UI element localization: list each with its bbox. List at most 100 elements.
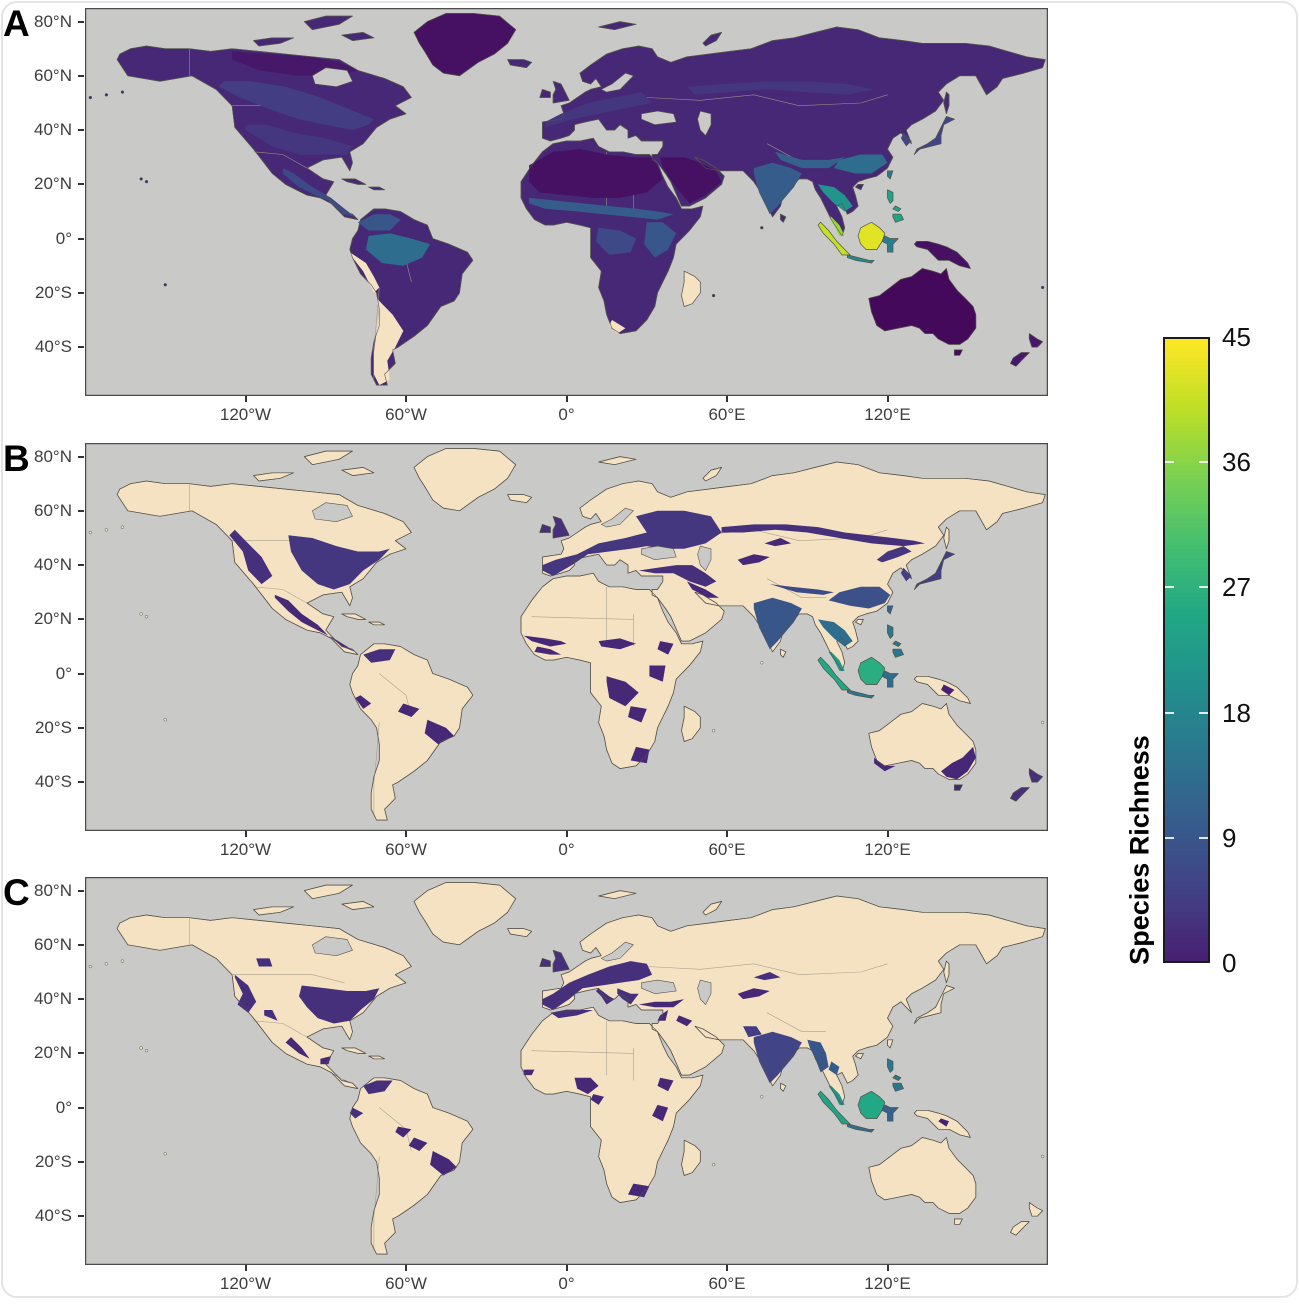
colorbar-tick-dash [1165, 836, 1174, 839]
legend-tick-label: 9 [1222, 822, 1237, 853]
small-island [120, 525, 125, 529]
colorbar-slice [1165, 614, 1208, 619]
coastline [954, 349, 963, 356]
colorbar-slice [1165, 872, 1208, 878]
richness-region-kazakh_b [764, 538, 792, 547]
coastline [341, 901, 375, 910]
richness-region-east_africa [644, 222, 677, 258]
colorbar-slice [1165, 500, 1208, 506]
richness-region-south_china_b [828, 586, 891, 609]
map-svg-a [85, 8, 1048, 396]
colorbar-slice [1165, 640, 1208, 646]
colorbar-slice [1165, 395, 1208, 401]
colorbar-slice [1165, 610, 1208, 615]
colorbar-slice [1165, 894, 1208, 899]
coastline [913, 551, 955, 590]
colorbar-slice [1165, 868, 1208, 873]
colorbar-slice [1165, 934, 1208, 939]
colorbar-slice [1165, 343, 1208, 348]
coastline [507, 494, 533, 504]
panel-border [85, 877, 1048, 1265]
richness-region-amazon [365, 233, 431, 266]
colorbar-slice [1165, 570, 1208, 576]
richness-region-na_east_b [288, 535, 390, 590]
colorbar-slice [1165, 509, 1208, 514]
richness-region-new_zealand [1029, 768, 1043, 783]
colorbar-slice [1165, 658, 1208, 663]
coastline [116, 914, 412, 1089]
small-island [1041, 285, 1045, 290]
coastline [507, 59, 533, 69]
coastline [855, 619, 864, 626]
richness-region-png_c [938, 1118, 949, 1127]
colorbar-slice [1165, 715, 1208, 720]
legend-tick-label: 45 [1222, 322, 1251, 352]
x-axis-tick-label: 60°E [708, 840, 746, 859]
richness-region-philippines [892, 641, 901, 647]
colorbar-slice [1165, 903, 1208, 908]
coastline [857, 221, 886, 250]
colorbar-slice [1165, 951, 1208, 956]
small-island [144, 615, 149, 619]
coastline [598, 890, 637, 900]
richness-region-zagros_b [686, 581, 719, 598]
richness-region-mesopotamia_c [676, 1015, 693, 1027]
coastline [892, 640, 902, 647]
coastline [520, 1006, 704, 1203]
coastline [892, 1082, 904, 1092]
richness-region-australia_full [868, 268, 976, 345]
country-border [766, 1012, 826, 1032]
small-island [120, 959, 125, 963]
y-axis-tick-label: 40°S [34, 337, 72, 357]
richness-region-korea [900, 567, 912, 582]
x-axis-tick-label: 60°W [385, 840, 427, 859]
panel-label-c: C [3, 872, 30, 913]
no-data-region-madagascar [681, 271, 701, 307]
country-border [531, 1050, 634, 1054]
colorbar-slice [1165, 719, 1208, 724]
map-svg-c [85, 877, 1048, 1265]
inland-water [600, 507, 634, 528]
y-axis-tick-mark [78, 781, 84, 784]
richness-region-brazil_b1 [424, 719, 455, 745]
y-axis-tick-label: 20°N [34, 1043, 72, 1063]
coastline [116, 480, 412, 655]
colorbar-slice [1165, 776, 1208, 781]
legend-tick-label: 27 [1222, 572, 1251, 603]
colorbar [1163, 337, 1210, 963]
inland-water [312, 67, 353, 88]
colorbar-tick-dash [1199, 836, 1208, 839]
y-axis-tick-mark [78, 618, 84, 621]
colorbar-slice [1165, 899, 1208, 904]
richness-region-kazakh_c [753, 972, 781, 981]
coastline [253, 906, 295, 916]
richness-region-korea_japan [914, 116, 955, 155]
richness-region-taiwan [887, 170, 893, 179]
colorbar-slice [1165, 404, 1208, 409]
coastline [1028, 1202, 1043, 1217]
small-island [88, 964, 92, 969]
colorbar-tick-dash [1199, 461, 1208, 464]
coastline [702, 32, 722, 47]
colorbar-slice [1165, 461, 1208, 466]
colorbar-slice [1165, 767, 1208, 773]
colorbar-slice [1165, 780, 1208, 786]
coastline [780, 213, 787, 223]
colorbar-slice [1165, 339, 1208, 344]
x-axis-tick-label: 60°W [385, 1274, 427, 1293]
colorbar-slice [1165, 605, 1208, 611]
richness-region-colombia_b [363, 649, 396, 663]
y-axis-tick-mark [78, 889, 84, 892]
colorbar-slice [1165, 474, 1208, 479]
richness-region-europe_mid [545, 92, 653, 128]
richness-region-sulawesi [882, 235, 899, 253]
no-data-region-southern_cone [373, 298, 404, 386]
richness-region-siberia_b [721, 524, 925, 547]
colorbar-slice [1165, 557, 1208, 563]
y-axis-tick-label: 40°S [34, 772, 72, 792]
colorbar-slice [1165, 675, 1208, 681]
richness-region-new_guinea [914, 241, 971, 269]
colorbar-slice [1165, 885, 1208, 891]
richness-region-alberta_c [256, 958, 273, 967]
richness-region-colombia_c [363, 1080, 393, 1095]
